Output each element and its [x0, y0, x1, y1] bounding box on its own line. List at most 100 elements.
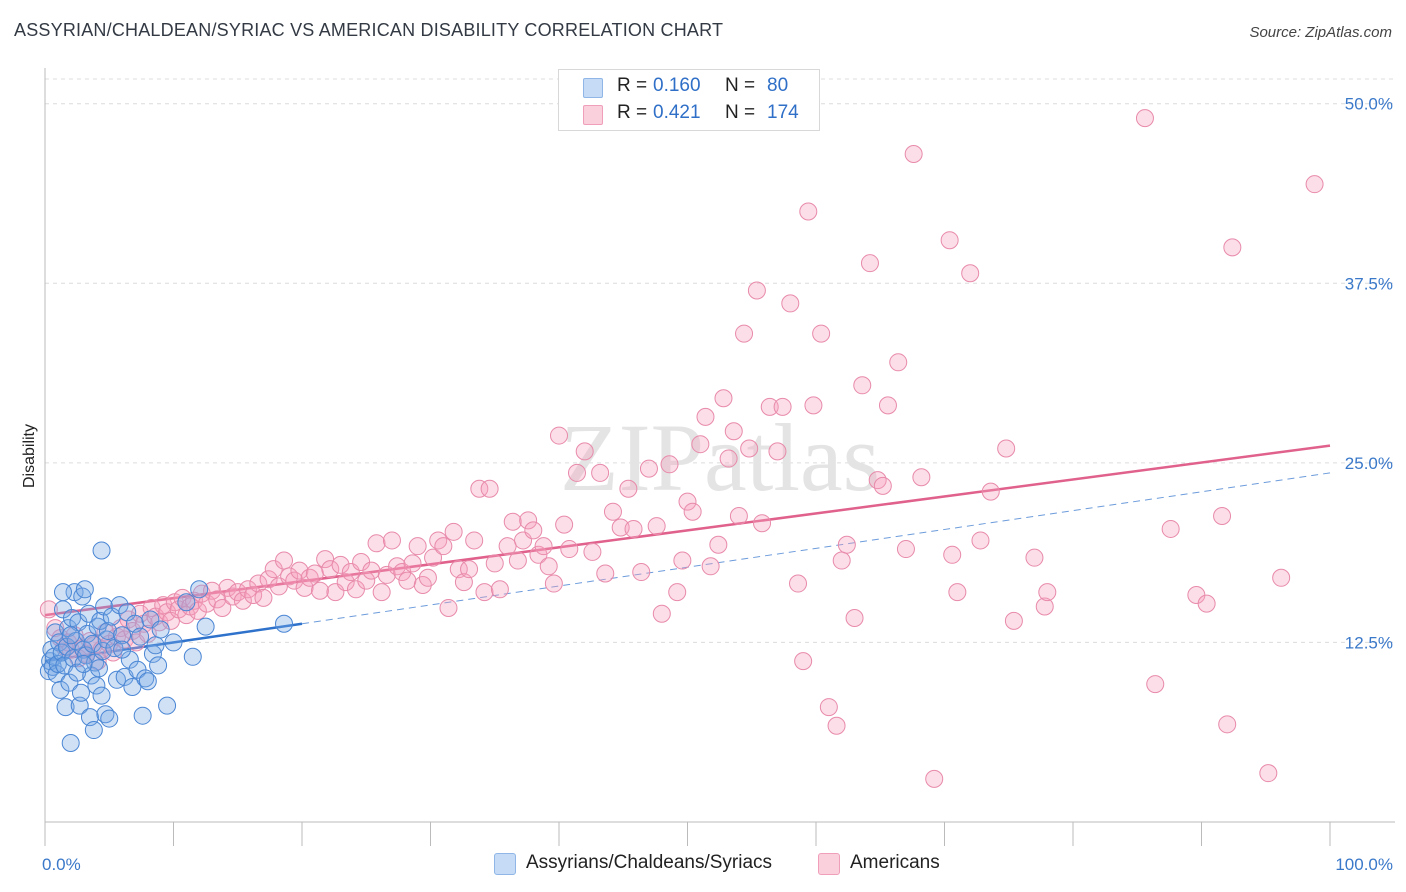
americans-point	[424, 548, 443, 567]
americans-point	[295, 578, 314, 597]
americans-point	[819, 698, 838, 717]
americans-point	[812, 324, 831, 343]
americans-point	[1161, 519, 1180, 538]
americans-point	[567, 463, 586, 482]
americans-point	[768, 442, 787, 461]
americans-point	[1025, 548, 1044, 567]
americans-point	[1135, 109, 1154, 128]
axes	[44, 68, 1395, 846]
americans-point	[961, 264, 980, 283]
tick-labels: 12.5% 25.0% 37.5% 50.0% 0.0% 100.0%	[42, 95, 1393, 874]
americans-point	[46, 619, 65, 638]
americans-point	[465, 531, 484, 550]
americans-point	[624, 519, 643, 538]
americans-point	[652, 604, 671, 623]
americans-point	[860, 254, 879, 273]
americans-point	[1035, 597, 1054, 616]
americans-point	[827, 716, 846, 735]
americans-point	[940, 231, 959, 250]
americans-point	[619, 479, 638, 498]
americans-point	[534, 537, 553, 556]
americans-point	[896, 540, 915, 559]
americans-point	[550, 426, 568, 445]
assyrians-point	[74, 654, 93, 673]
assyrians-point	[177, 593, 196, 612]
assyrians-point	[113, 640, 132, 659]
bottom-legend-swatch-pink	[818, 853, 840, 875]
americans-point	[398, 571, 417, 590]
americans-point	[904, 145, 923, 164]
assyrians-point	[53, 583, 72, 602]
americans-point	[480, 479, 499, 498]
assyrians-point	[158, 696, 177, 715]
assyrians-point	[113, 626, 132, 645]
assyrians-point	[73, 587, 92, 606]
americans-point	[228, 583, 247, 602]
americans-point	[632, 563, 651, 582]
assyrians-point	[60, 673, 79, 692]
americans-point	[832, 551, 851, 570]
americans-point	[177, 606, 196, 625]
assyrians-point	[92, 541, 111, 560]
assyrians-point	[95, 597, 114, 616]
americans-point	[233, 591, 252, 610]
americans-point	[1038, 583, 1057, 602]
assyrians-point	[151, 620, 170, 639]
legend-n-value: 174	[767, 102, 799, 123]
americans-point	[719, 449, 738, 468]
americans-point	[1272, 568, 1291, 587]
americans-point	[740, 439, 759, 458]
americans-point	[683, 502, 702, 521]
assyrians-point	[275, 614, 294, 633]
assyrians-point	[61, 733, 80, 752]
americans-point	[218, 578, 237, 597]
americans-point	[1146, 675, 1165, 694]
americans-point	[729, 507, 748, 526]
americans-point	[714, 389, 733, 408]
americans-point	[735, 324, 754, 343]
americans-points	[39, 109, 1324, 788]
assyrians-point	[70, 696, 89, 715]
americans-point	[519, 511, 538, 530]
assyrians-point	[190, 580, 209, 599]
americans-point	[418, 568, 437, 587]
americans-point	[434, 537, 453, 556]
americans-point	[321, 560, 340, 579]
americans-point	[1218, 715, 1237, 734]
assyrians-point	[87, 676, 106, 695]
americans-point	[208, 590, 227, 609]
y-tick-label: 37.5%	[1345, 274, 1393, 293]
americans-point	[382, 531, 401, 550]
americans-point	[524, 521, 543, 540]
americans-point	[943, 545, 962, 564]
americans-point	[285, 571, 304, 590]
legend-r-value: 0.160	[653, 75, 701, 96]
assyrians-point	[91, 611, 110, 630]
assyrians-point	[56, 698, 75, 717]
americans-point	[1197, 594, 1216, 613]
assyrians-point	[120, 650, 139, 669]
correlation-legend: R = 0.160 N = 80 R = 0.421 N = 174	[558, 69, 820, 131]
y-tick-label: 25.0%	[1345, 454, 1393, 473]
americans-point	[310, 581, 329, 600]
americans-point	[845, 609, 864, 628]
americans-point	[611, 518, 630, 537]
pink-trend-line	[44, 444, 1331, 617]
assyrians-point	[83, 634, 102, 653]
assyrians-point	[196, 617, 215, 636]
assyrians-points	[39, 541, 294, 752]
americans-point	[668, 583, 687, 602]
americans-point	[290, 561, 309, 580]
americans-point	[529, 545, 548, 564]
legend-n-label: N =	[725, 75, 756, 96]
americans-point	[560, 540, 579, 559]
assyrians-point	[133, 706, 152, 725]
assyrians-point	[71, 683, 90, 702]
assyrians-point	[149, 656, 168, 675]
americans-point	[747, 281, 766, 300]
americans-point	[249, 574, 268, 593]
assyrians-point	[183, 647, 202, 666]
assyrians-point	[84, 721, 103, 740]
americans-point	[275, 551, 294, 570]
